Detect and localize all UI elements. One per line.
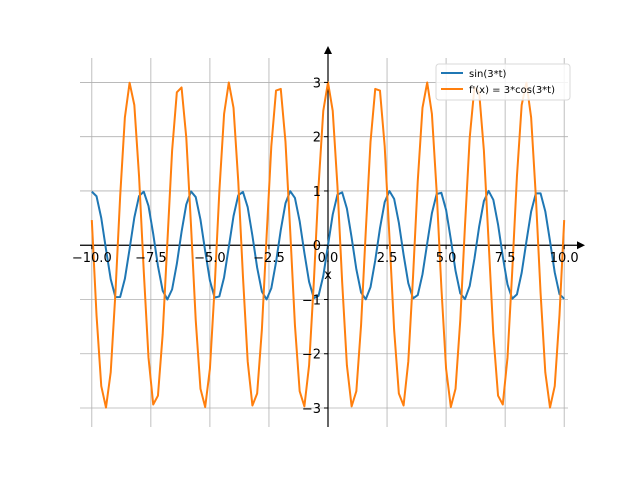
y-tick-label: 3 — [313, 76, 321, 91]
x-tick-label: −5.0 — [194, 251, 226, 266]
y-tick-label: −3 — [302, 402, 321, 417]
x-tick-label: 2.5 — [377, 251, 398, 266]
y-tick-label: 0 — [313, 239, 321, 254]
legend-label-2: f'(x) = 3*cos(3*t) — [469, 85, 555, 96]
x-tick-label: −7.5 — [135, 251, 167, 266]
x-axis-arrow — [577, 241, 585, 250]
y-tick-label: −2 — [302, 348, 321, 363]
y-axis-arrow — [324, 46, 332, 54]
x-axis-label: x — [324, 268, 332, 283]
y-tick-label: 1 — [313, 185, 321, 200]
x-tick-label: 10.0 — [550, 251, 579, 266]
x-tick-label: 7.5 — [495, 251, 516, 266]
y-tick-label: −1 — [302, 293, 321, 308]
x-tick-label: −2.5 — [253, 251, 285, 266]
x-tick-label: 5.0 — [436, 251, 457, 266]
legend: sin(3*t) f'(x) = 3*cos(3*t) — [435, 63, 571, 101]
legend-box — [435, 63, 571, 101]
legend-label-1: sin(3*t) — [469, 69, 507, 80]
x-tick-label: −10.0 — [72, 251, 112, 266]
tick-labels: −10.0 −7.5 −5.0 −2.5 0.0 2.5 5.0 7.5 10.0 −3 −2 −1 0… — [72, 76, 579, 417]
x-tick-label: 0.0 — [318, 251, 339, 266]
y-tick-label: 2 — [313, 131, 321, 146]
